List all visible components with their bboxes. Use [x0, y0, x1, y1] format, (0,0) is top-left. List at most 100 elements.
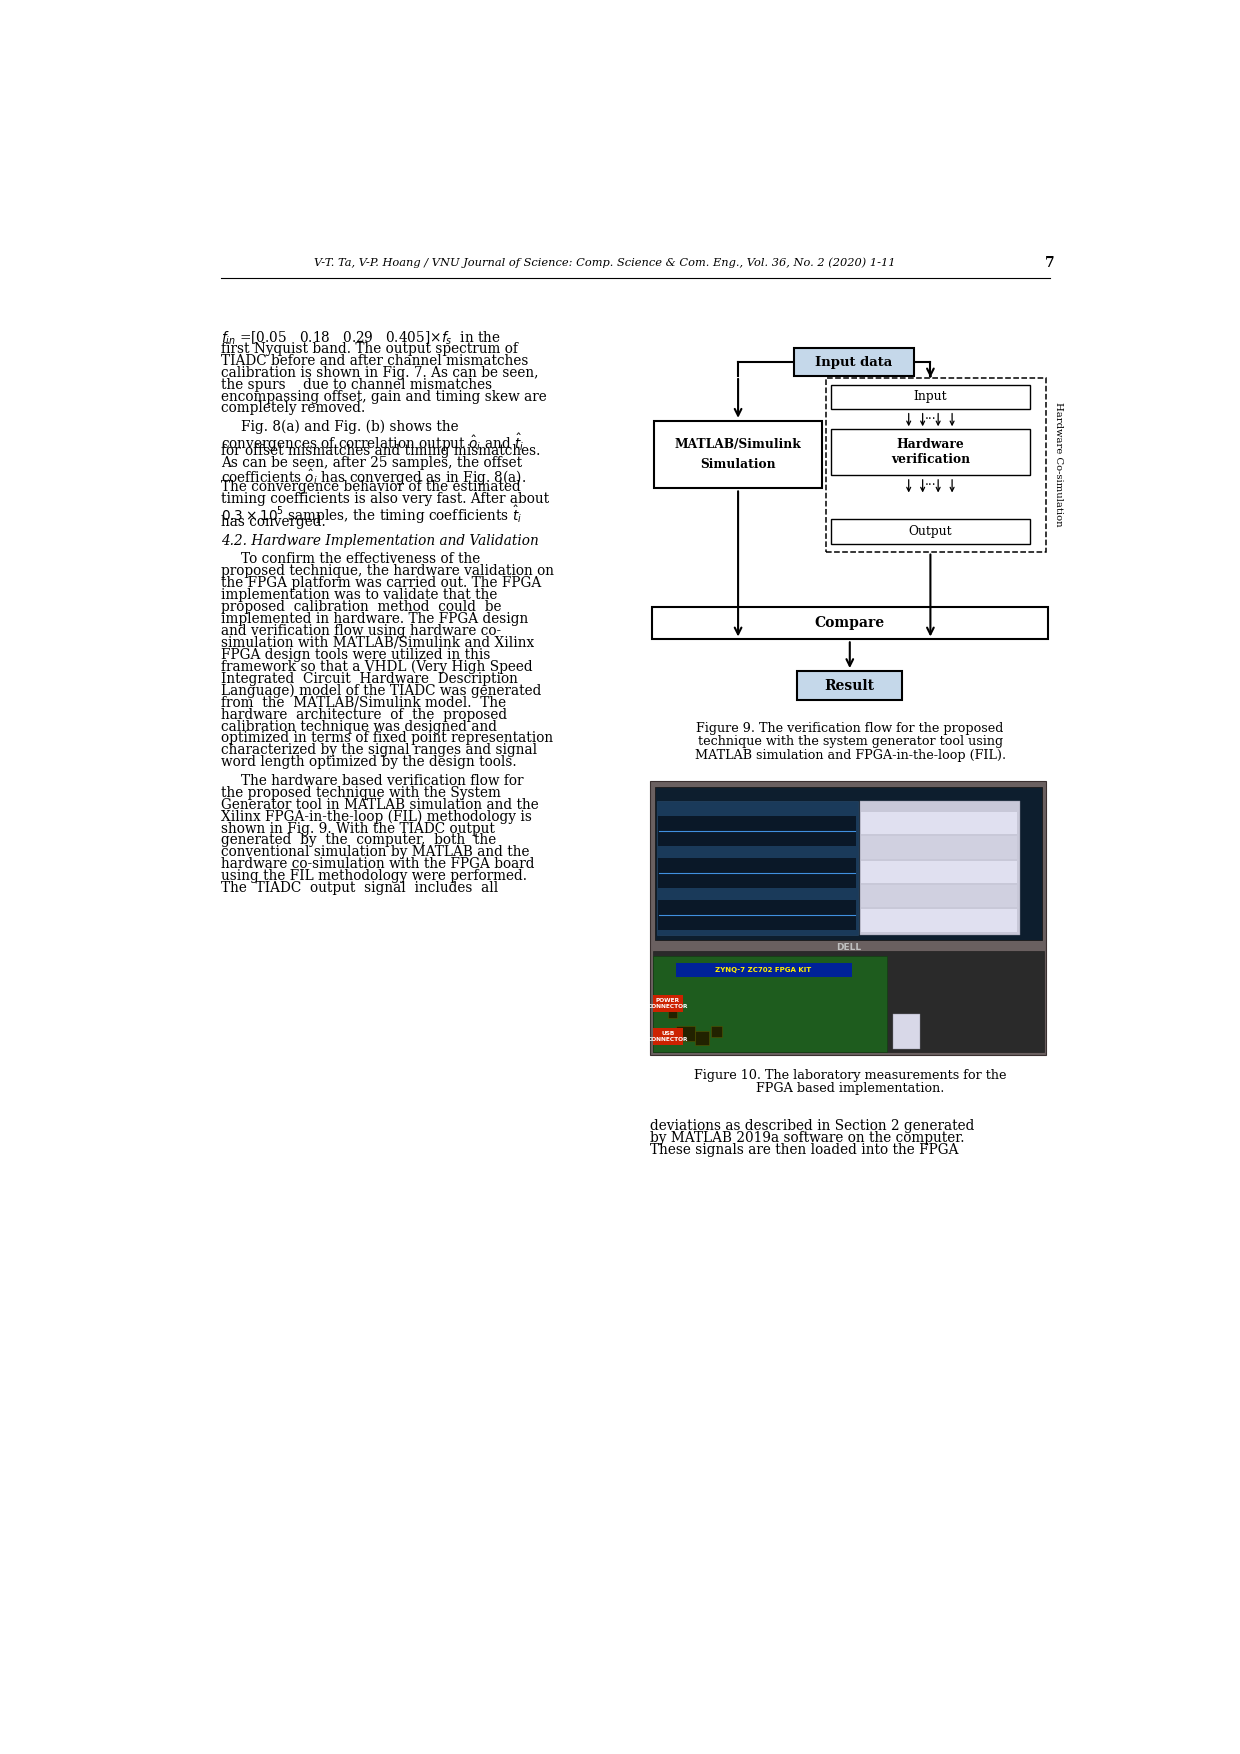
Text: the proposed technique with the System: the proposed technique with the System [221, 786, 501, 800]
Text: To confirm the effectiveness of the: To confirm the effectiveness of the [241, 553, 480, 567]
Text: FPGA design tools were utilized in this: FPGA design tools were utilized in this [221, 647, 490, 661]
Text: V-T. Ta, V-P. Hoang / VNU Journal of Science: Comp. Science & Com. Eng., Vol. 36: V-T. Ta, V-P. Hoang / VNU Journal of Sci… [314, 258, 895, 268]
Bar [658, 858, 856, 888]
Text: generated  by  the  computer,  both  the: generated by the computer, both the [221, 833, 496, 847]
Bar [794, 349, 914, 375]
Text: Figure 9. The verification flow for the proposed: Figure 9. The verification flow for the … [697, 721, 1004, 735]
Text: from  the  MATLAB/Simulink model.  The: from the MATLAB/Simulink model. The [221, 696, 506, 710]
Text: Hardware Co-simulation: Hardware Co-simulation [1054, 402, 1063, 526]
Bar [862, 861, 1017, 882]
Text: Generator tool in MATLAB simulation and the: Generator tool in MATLAB simulation and … [221, 798, 538, 812]
Text: The convergence behavior of the estimated: The convergence behavior of the estimate… [221, 479, 521, 493]
Text: the spurs    due to channel mismatches: the spurs due to channel mismatches [221, 377, 492, 391]
Text: These signals are then loaded into the FPGA: These signals are then loaded into the F… [650, 1142, 959, 1156]
Text: has converged.: has converged. [221, 516, 326, 530]
Bar [676, 963, 852, 977]
Text: hardware co-simulation with the FPGA board: hardware co-simulation with the FPGA boa… [221, 858, 534, 872]
Text: framework so that a VHDL (Very High Speed: framework so that a VHDL (Very High Spee… [221, 660, 532, 674]
Text: implemented in hardware. The FPGA design: implemented in hardware. The FPGA design [221, 612, 528, 626]
Bar [652, 956, 888, 1052]
Text: Language) model of the TIADC was generated: Language) model of the TIADC was generat… [221, 684, 541, 698]
Bar [831, 384, 1029, 409]
Text: TIADC before and after channel mismatches: TIADC before and after channel mismatche… [221, 354, 528, 368]
Bar [652, 951, 1044, 1052]
Text: Compare: Compare [815, 616, 885, 630]
Text: optimized in terms of fixed point representation: optimized in terms of fixed point repres… [221, 731, 553, 745]
Text: DELL: DELL [836, 942, 861, 952]
Text: Hardware: Hardware [897, 438, 965, 451]
Text: POWER
CONNECTOR: POWER CONNECTOR [647, 998, 688, 1009]
Bar [831, 519, 1029, 544]
Text: ...: ... [925, 475, 936, 488]
Bar [826, 377, 1047, 551]
Bar [797, 672, 901, 700]
Text: timing coefficients is also very fast. After about: timing coefficients is also very fast. A… [221, 491, 549, 505]
Text: first Nyquist band. The output spectrum of: first Nyquist band. The output spectrum … [221, 342, 518, 356]
Bar [653, 1028, 683, 1045]
Text: Simulation: Simulation [701, 458, 776, 472]
Bar [652, 607, 1048, 640]
Bar [655, 788, 1042, 940]
Text: hardware  architecture  of  the  proposed: hardware architecture of the proposed [221, 707, 507, 721]
Text: simulation with MATLAB/Simulink and Xilinx: simulation with MATLAB/Simulink and Xili… [221, 637, 534, 651]
Text: convergences of correlation output $\hat{o}_i$ and $\hat{t}_i$: convergences of correlation output $\hat… [221, 431, 525, 454]
Text: using the FIL methodology were performed.: using the FIL methodology were performed… [221, 870, 527, 884]
Text: The hardware based verification flow for: The hardware based verification flow for [241, 774, 523, 788]
Text: by MATLAB 2019a software on the computer.: by MATLAB 2019a software on the computer… [650, 1131, 965, 1145]
Text: Output: Output [909, 524, 952, 538]
Text: verification: verification [890, 454, 970, 467]
Text: Input data: Input data [816, 356, 893, 368]
Text: technique with the system generator tool using: technique with the system generator tool… [698, 735, 1003, 749]
Bar [862, 910, 1017, 931]
Text: and verification flow using hardware co-: and verification flow using hardware co- [221, 624, 501, 638]
Text: calibration technique was designed and: calibration technique was designed and [221, 719, 497, 733]
Text: implementation was to validate that the: implementation was to validate that the [221, 588, 497, 602]
Text: the FPGA platform was carried out. The FPGA: the FPGA platform was carried out. The F… [221, 577, 541, 591]
Text: USB
CONNECTOR: USB CONNECTOR [647, 1031, 688, 1042]
Text: 4.2. Hardware Implementation and Validation: 4.2. Hardware Implementation and Validat… [221, 533, 538, 547]
Text: calibration is shown in Fig. 7. As can be seen,: calibration is shown in Fig. 7. As can b… [221, 365, 538, 379]
Text: Fig. 8(a) and Fig. (b) shows the: Fig. 8(a) and Fig. (b) shows the [241, 419, 459, 435]
Bar [831, 430, 1029, 475]
Bar [658, 816, 856, 847]
Text: $f_{in}$ =[0.05   0.18   0.29   0.405]×$f_s$  in the: $f_{in}$ =[0.05 0.18 0.29 0.405]×$f_s$ i… [221, 330, 501, 347]
Text: 7: 7 [1044, 256, 1054, 270]
Bar [893, 1014, 920, 1049]
Bar [658, 900, 856, 930]
Bar [711, 1026, 722, 1037]
Text: Integrated  Circuit  Hardware  Description: Integrated Circuit Hardware Description [221, 672, 518, 686]
Text: coefficients $\hat{o}_i$ has converged as in Fig. 8(a).: coefficients $\hat{o}_i$ has converged a… [221, 468, 526, 488]
Text: proposed technique, the hardware validation on: proposed technique, the hardware validat… [221, 565, 554, 579]
Text: word length optimized by the design tools.: word length optimized by the design tool… [221, 756, 517, 770]
Text: ...: ... [925, 409, 936, 421]
Bar [862, 837, 1017, 858]
Text: proposed  calibration  method  could  be: proposed calibration method could be [221, 600, 501, 614]
Text: conventional simulation by MATLAB and the: conventional simulation by MATLAB and th… [221, 845, 529, 859]
Bar [657, 800, 858, 935]
Text: $0.3\times10^5$ samples, the timing coefficients $\hat{t}_i$: $0.3\times10^5$ samples, the timing coef… [221, 503, 522, 526]
Text: Input: Input [914, 391, 947, 403]
Text: MATLAB simulation and FPGA-in-the-loop (FIL).: MATLAB simulation and FPGA-in-the-loop (… [694, 749, 1006, 761]
Text: MATLAB/Simulink: MATLAB/Simulink [675, 438, 801, 451]
Bar [696, 1031, 709, 1045]
Text: As can be seen, after 25 samples, the offset: As can be seen, after 25 samples, the of… [221, 456, 522, 470]
Text: Figure 10. The laboratory measurements for the: Figure 10. The laboratory measurements f… [694, 1068, 1007, 1082]
Text: encompassing offset, gain and timing skew are: encompassing offset, gain and timing ske… [221, 389, 547, 403]
Bar [862, 812, 1017, 835]
Text: deviations as described in Section 2 generated: deviations as described in Section 2 gen… [650, 1119, 975, 1133]
Text: FPGA based implementation.: FPGA based implementation. [756, 1082, 945, 1094]
Text: for offset mismatches and timing mismatches.: for offset mismatches and timing mismatc… [221, 444, 541, 458]
Bar [655, 421, 822, 488]
Bar [859, 800, 1021, 935]
Text: ZYNQ-7 ZC702 FPGA KIT: ZYNQ-7 ZC702 FPGA KIT [714, 966, 811, 973]
Bar [668, 1009, 677, 1017]
Text: Xilinx FPGA-in-the-loop (FIL) methodology is: Xilinx FPGA-in-the-loop (FIL) methodolog… [221, 810, 532, 824]
Bar [650, 782, 1047, 1054]
Text: completely removed.: completely removed. [221, 402, 365, 416]
Bar [653, 995, 683, 1012]
Text: The  TIADC  output  signal  includes  all: The TIADC output signal includes all [221, 881, 498, 895]
Bar [676, 1026, 696, 1040]
Text: shown in Fig. 9. With the TIADC output: shown in Fig. 9. With the TIADC output [221, 821, 495, 835]
Text: characterized by the signal ranges and signal: characterized by the signal ranges and s… [221, 744, 537, 758]
Text: Result: Result [825, 679, 874, 693]
